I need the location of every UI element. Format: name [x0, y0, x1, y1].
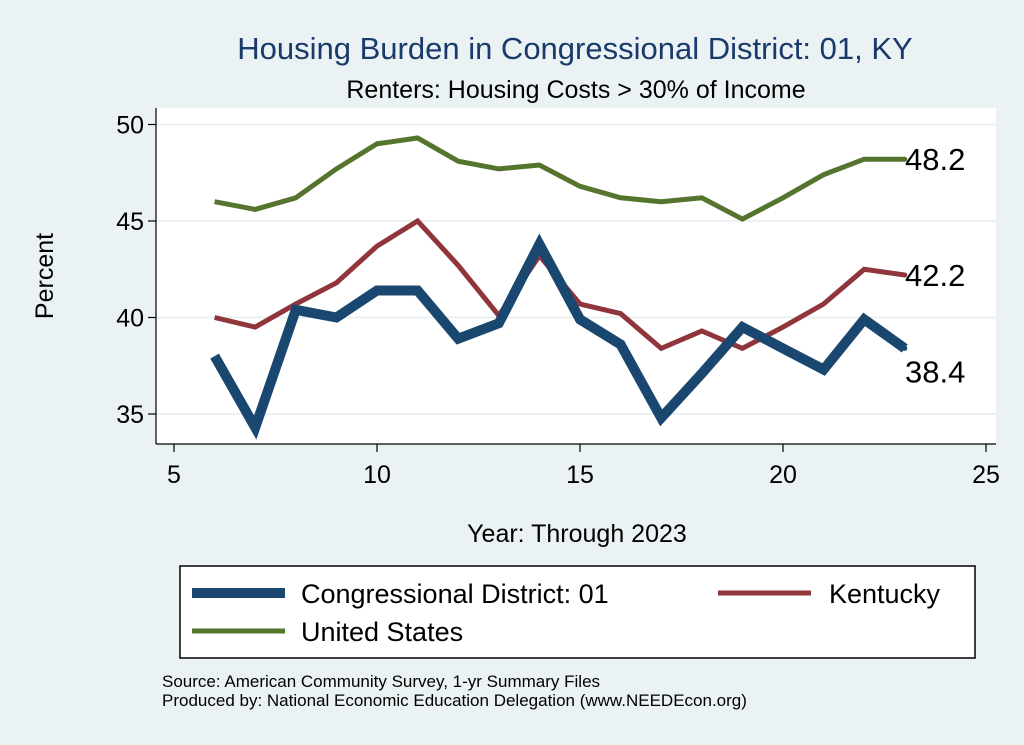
legend-box	[179, 565, 976, 659]
series-lines	[210, 135, 908, 440]
end-marker-kentucky	[902, 272, 908, 278]
y-tick-label: 40	[116, 305, 144, 333]
legend-label-district: Congressional District: 01	[301, 579, 609, 609]
legend-label-us: United States	[301, 617, 463, 647]
end-label-us: 48.2	[905, 142, 965, 177]
legend: Congressional District: 01 Kentucky Unit…	[179, 565, 976, 659]
producer-line: Produced by: National Economic Education…	[162, 691, 747, 710]
chart-title: Housing Burden in Congressional District…	[237, 31, 912, 66]
legend-label-kentucky: Kentucky	[829, 579, 941, 609]
y-tick-label: 35	[116, 401, 144, 429]
end-marker-district	[902, 345, 908, 351]
end-labels: 48.2 42.2 38.4	[905, 142, 965, 389]
end-label-kentucky: 42.2	[905, 258, 965, 293]
y-tick-label: 50	[116, 112, 144, 140]
x-tick-label: 5	[167, 461, 181, 489]
x-tick-label: 15	[566, 461, 594, 489]
axes: 35 40 45 50 5 10 15 20 25	[116, 108, 1000, 489]
x-tick-label: 10	[363, 461, 391, 489]
end-marker-us	[902, 156, 908, 162]
x-tick-label: 25	[972, 461, 1000, 489]
y-tick-label: 45	[116, 208, 144, 236]
y-axis-title: Percent	[31, 233, 59, 319]
x-axis-title: Year: Through 2023	[467, 520, 687, 548]
source-line: Source: American Community Survey, 1-yr …	[162, 672, 600, 691]
end-label-district: 38.4	[905, 354, 965, 389]
series-line-us	[214, 135, 905, 222]
series-line-district	[210, 233, 908, 440]
chart-subtitle: Renters: Housing Costs > 30% of Income	[346, 76, 805, 104]
x-tick-label: 20	[769, 461, 797, 489]
